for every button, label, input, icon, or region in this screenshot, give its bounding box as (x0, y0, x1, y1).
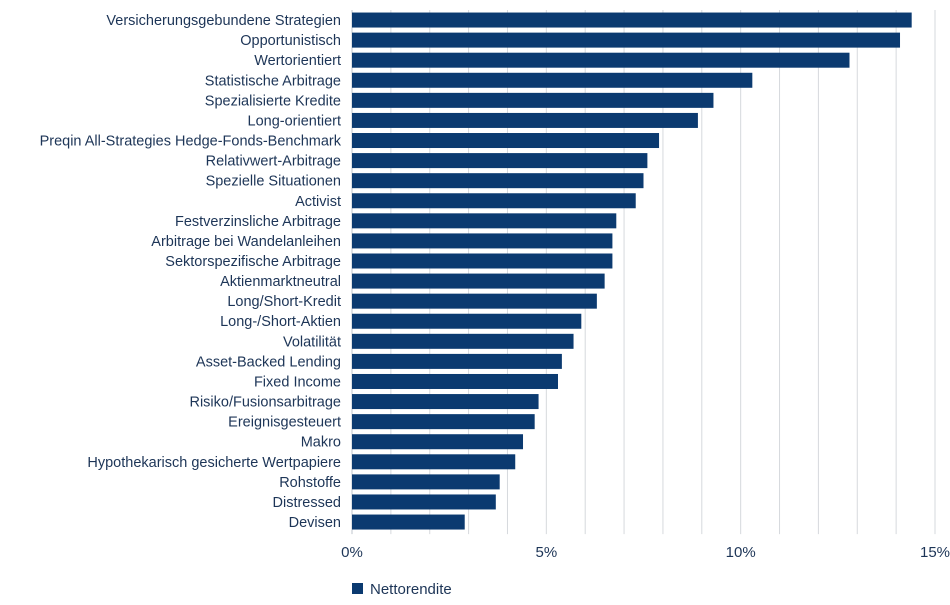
bar (352, 514, 465, 530)
bar (352, 373, 558, 389)
category-label: Relativwert-Arbitrage (206, 154, 341, 170)
bar (352, 213, 617, 229)
category-label: Long/Short-Kredit (227, 294, 341, 310)
bar (352, 153, 648, 169)
category-label: Spezialisierte Kredite (205, 93, 341, 109)
category-label: Hypothekarisch gesicherte Wertpapiere (87, 455, 341, 471)
x-tick-label: 15% (920, 544, 950, 561)
bars (352, 12, 912, 530)
x-tick-label: 5% (535, 544, 557, 561)
bar (352, 12, 912, 28)
bar (352, 133, 660, 149)
category-label: Volatilität (283, 334, 341, 350)
category-label: Statistische Arbitrage (205, 73, 341, 89)
category-label: Spezielle Situationen (206, 174, 341, 190)
bar (352, 193, 636, 209)
category-label: Makro (301, 435, 341, 451)
category-label: Asset-Backed Lending (196, 354, 341, 370)
bar (352, 72, 753, 88)
category-label: Aktienmarktneutral (220, 274, 341, 290)
category-label: Risiko/Fusionsarbitrage (189, 395, 341, 411)
category-label: Wertorientiert (254, 53, 341, 69)
x-tick-label: 10% (726, 544, 756, 561)
bar (352, 313, 582, 329)
bar (352, 32, 901, 48)
bar (352, 52, 850, 68)
bar (352, 92, 714, 108)
legend-label: Nettorendite (370, 581, 452, 598)
category-label: Activist (295, 194, 341, 210)
category-label: Opportunistisch (240, 33, 341, 49)
bar (352, 434, 524, 450)
category-label: Versicherungsgebundene Strategien (106, 13, 341, 29)
bar (352, 273, 605, 289)
legend: Nettorendite (352, 581, 452, 598)
bar (352, 112, 698, 128)
category-label: Long-/Short-Aktien (220, 314, 341, 330)
category-label: Arbitrage bei Wandelanleihen (151, 234, 341, 250)
bar (352, 253, 613, 269)
legend-swatch (352, 583, 363, 594)
category-label: Fixed Income (254, 374, 341, 390)
category-label: Festverzinsliche Arbitrage (175, 214, 341, 230)
bar (352, 414, 535, 430)
category-label: Devisen (289, 515, 341, 531)
bar (352, 494, 496, 510)
bar (352, 394, 539, 410)
bar (352, 233, 613, 249)
bar (352, 173, 644, 189)
bar (352, 333, 574, 349)
category-label: Preqin All-Strategies Hedge-Fonds-Benchm… (40, 134, 342, 150)
x-axis-ticks: 0% 5% 10% 15% (341, 544, 950, 561)
bar (352, 454, 516, 470)
category-label: Sektorspezifische Arbitrage (165, 254, 341, 270)
bar (352, 474, 500, 490)
bar (352, 353, 562, 369)
x-tick-label: 0% (341, 544, 363, 561)
bar (352, 293, 597, 309)
category-labels: Versicherungsgebundene Strategien Opportu… (40, 13, 342, 531)
category-label: Distressed (273, 495, 342, 511)
category-label: Rohstoffe (279, 475, 341, 491)
category-label: Long-orientiert (248, 113, 342, 129)
category-label: Ereignisgesteuert (228, 415, 341, 431)
